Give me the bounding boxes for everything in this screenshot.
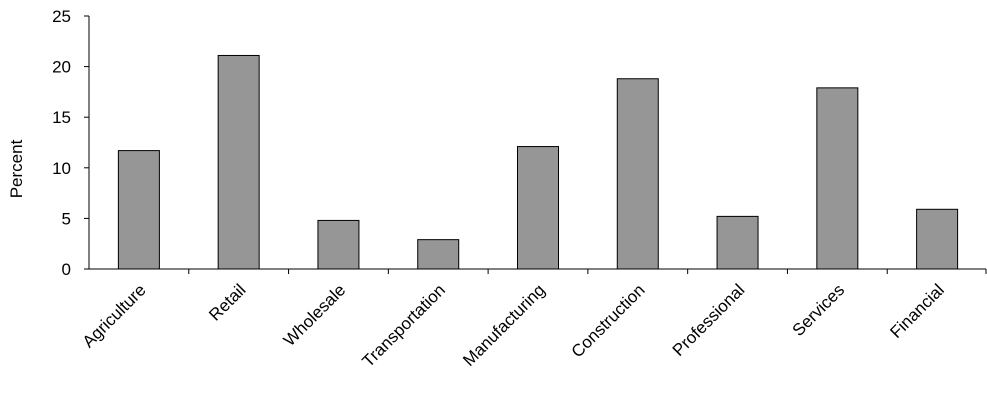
x-tick-label-wholesale: Wholesale (280, 280, 350, 350)
y-tick-label: 0 (62, 260, 71, 279)
y-tick-label: 5 (62, 209, 71, 228)
x-tick-label-financial: Financial (886, 280, 948, 342)
bar-professional (716, 215, 759, 270)
bar-wholesale (317, 219, 360, 270)
x-tick-label-retail: Retail (205, 280, 249, 324)
bar-manufacturing (517, 146, 559, 270)
y-tick-label: 25 (52, 7, 71, 26)
bar-construction (616, 78, 659, 270)
y-tick-label: 15 (52, 108, 71, 127)
y-axis-label: Percent (7, 139, 26, 198)
y-tick-label: 10 (52, 159, 71, 178)
x-tick-label-professional: Professional (669, 280, 749, 360)
bar-services (816, 87, 859, 270)
bar-retail (217, 54, 260, 270)
bar-financial (916, 208, 959, 270)
bars (117, 54, 959, 270)
x-tick-label-construction: Construction (568, 280, 649, 361)
x-tick-label-manufacturing: Manufacturing (459, 280, 549, 370)
x-tick-label-services: Services (789, 280, 849, 340)
y-ticks: 0 5 10 15 20 25 (52, 7, 89, 279)
y-tick-label: 20 (52, 58, 71, 77)
x-tick-label-agriculture: Agriculture (79, 280, 150, 351)
bar-agriculture (117, 150, 160, 270)
bar-transportation (417, 239, 460, 270)
x-tick-label-transportation: Transportation (359, 280, 449, 370)
x-ticks: Agriculture Retail Wholesale Transportation… (79, 269, 987, 371)
